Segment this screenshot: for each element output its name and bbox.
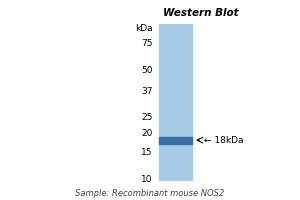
Text: ← 18kDa: ← 18kDa [204,136,243,145]
Text: Western Blot: Western Blot [163,8,239,18]
Text: 37: 37 [141,87,153,96]
Text: 25: 25 [141,113,153,122]
Text: 75: 75 [141,39,153,48]
Text: 50: 50 [141,66,153,75]
Text: 10: 10 [141,176,153,184]
Text: kDa: kDa [135,24,153,33]
Text: 20: 20 [141,129,153,138]
Text: Sample: Recombinant mouse NOS2: Sample: Recombinant mouse NOS2 [75,189,225,198]
Text: 15: 15 [141,148,153,157]
